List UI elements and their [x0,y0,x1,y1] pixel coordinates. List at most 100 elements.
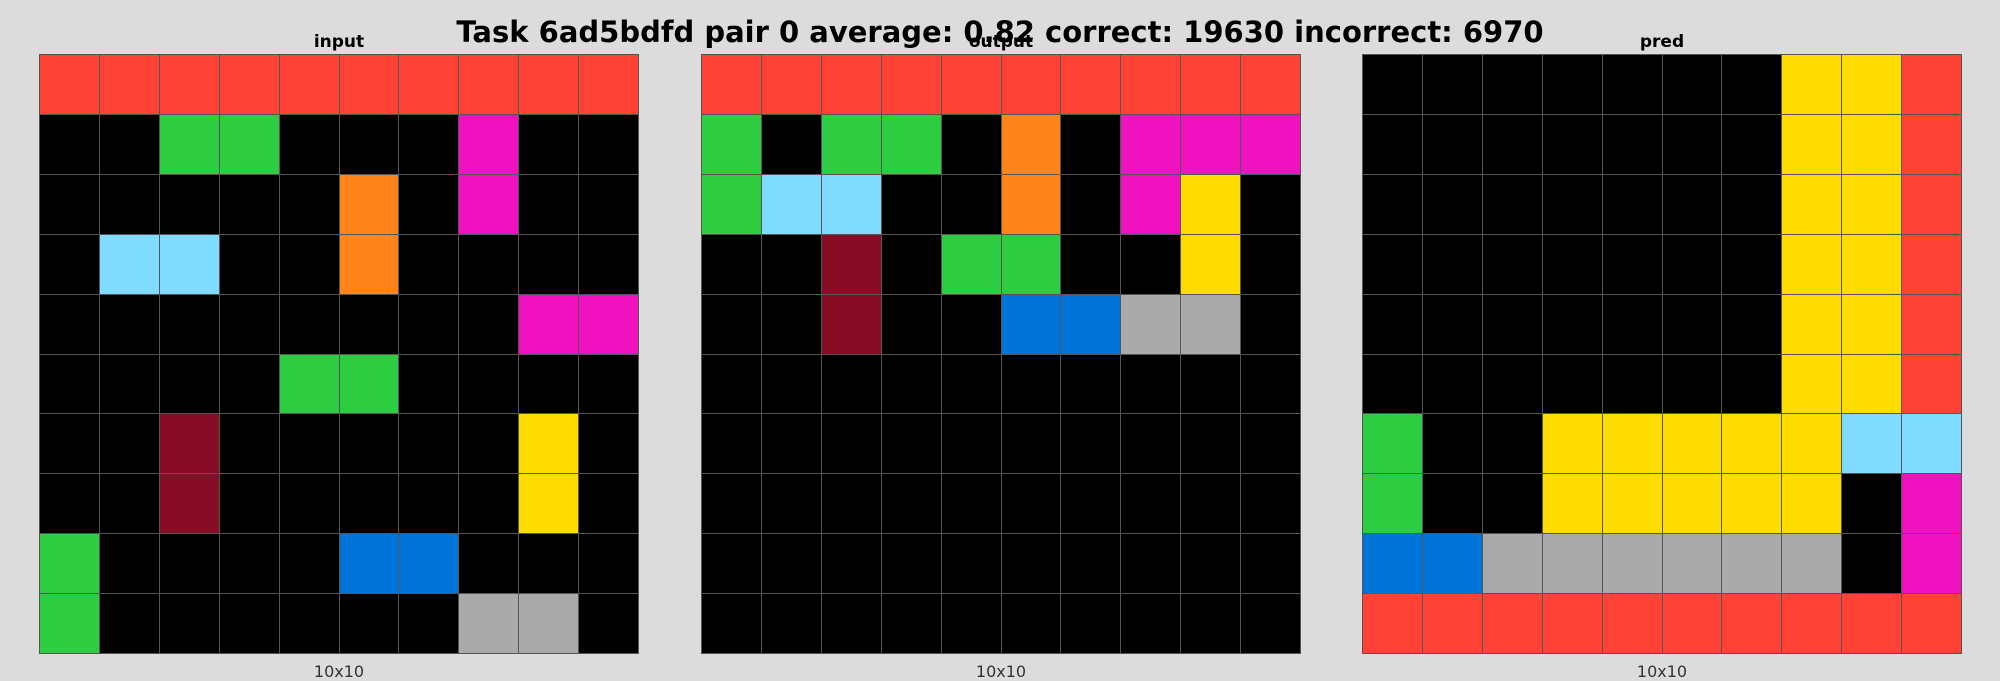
grid-cell [1842,114,1902,174]
grid-cell [1842,294,1902,354]
grid-cell [1482,594,1542,653]
grid-cell [761,534,821,594]
grid-cell [702,414,761,474]
grid-cell [1241,114,1300,174]
grid-cell [1001,474,1061,534]
grid-cell [1241,594,1300,653]
grid-cell [339,234,399,294]
grid-cell [579,474,638,534]
grid-cell [1902,114,1961,174]
grid-cell [279,234,339,294]
grid-cell [761,174,821,234]
grid-cell [1422,534,1482,594]
grid-cell [1782,174,1842,234]
grid-cell [941,294,1001,354]
grid-cell [399,594,459,653]
grid-cell [1842,474,1902,534]
grid-cell [702,534,761,594]
grid-cell [1602,414,1662,474]
grid-cell [1241,55,1300,114]
grid-cell [579,414,638,474]
grid-cell [702,354,761,414]
grid-cell [40,114,99,174]
grid-cell [279,114,339,174]
grid-cell [1121,594,1181,653]
grid-cell [159,294,219,354]
grid-cell [761,294,821,354]
grid-cell [941,354,1001,414]
grid-cell [1782,534,1842,594]
grid-cell [1662,534,1722,594]
grid-cell [821,414,881,474]
grid-cell [1602,534,1662,594]
grid-cell [1241,294,1300,354]
grid-cell [1422,114,1482,174]
grid-cell [941,474,1001,534]
grid-cell [1782,354,1842,414]
grid-cell [399,55,459,114]
grid-cell [1001,294,1061,354]
grid-cell [1542,534,1602,594]
grid-cell [519,534,579,594]
grid-cell [761,594,821,653]
grid-cell [1722,174,1782,234]
grid-cell [219,474,279,534]
grid-cell [219,534,279,594]
grid-cell [1001,414,1061,474]
pred-size-label: 10x10 [1636,662,1688,681]
grid-cell [1722,294,1782,354]
grid-cell [1121,55,1181,114]
grid-cell [702,294,761,354]
grid-cell [399,114,459,174]
grid-cell [279,534,339,594]
grid-cell [1542,55,1602,114]
grid-cell [339,114,399,174]
grid-cell [219,234,279,294]
grid-cell [1662,354,1722,414]
grid-cell [40,174,99,234]
grid-cell [1722,55,1782,114]
grid-cell [1001,534,1061,594]
grid-cell [821,234,881,294]
grid-cell [99,474,159,534]
grid-cell [459,354,519,414]
grid-cell [1422,174,1482,234]
grid-cell [1422,354,1482,414]
grid-cell [1241,174,1300,234]
grid-cell [1061,234,1121,294]
grid-cell [1902,55,1961,114]
grid-cell [1061,114,1121,174]
grid-cell [1662,234,1722,294]
grid-cell [99,534,159,594]
grid-cell [1121,234,1181,294]
grid-cell [99,294,159,354]
grid-cell [459,174,519,234]
grid-cell [1482,294,1542,354]
grid-cell [159,414,219,474]
grid-cell [761,474,821,534]
grid-cell [459,114,519,174]
grid-cell [702,55,761,114]
grid-cell [219,594,279,653]
grid-cell [1662,414,1722,474]
grid-cell [1241,474,1300,534]
input-grid [39,54,639,654]
grid-cell [219,55,279,114]
grid-cell [1902,534,1961,594]
grid-cell [339,474,399,534]
grid-cell [1061,414,1121,474]
grid-cell [1602,174,1662,234]
output-panel: output 10x10 [701,32,1301,681]
grid-cell [1722,474,1782,534]
grid-cell [1061,594,1121,653]
grid-cell [279,414,339,474]
grid-cell [279,294,339,354]
grid-cell [579,594,638,653]
grid-cell [279,594,339,653]
grid-cell [1602,55,1662,114]
grid-cell [1241,414,1300,474]
pred-label: pred [1639,32,1685,52]
grid-cell [459,474,519,534]
grid-cell [881,534,941,594]
grid-cell [579,55,638,114]
